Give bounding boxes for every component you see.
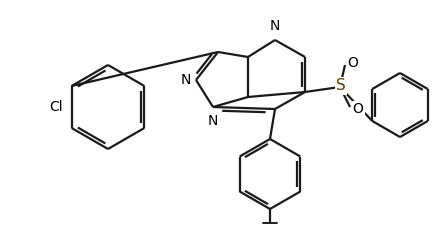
Text: N: N — [270, 19, 280, 33]
Text: S: S — [336, 79, 346, 93]
Text: Cl: Cl — [49, 100, 63, 114]
Text: O: O — [348, 56, 358, 70]
Text: N: N — [181, 73, 191, 87]
Text: N: N — [208, 114, 218, 128]
Text: O: O — [352, 102, 364, 116]
